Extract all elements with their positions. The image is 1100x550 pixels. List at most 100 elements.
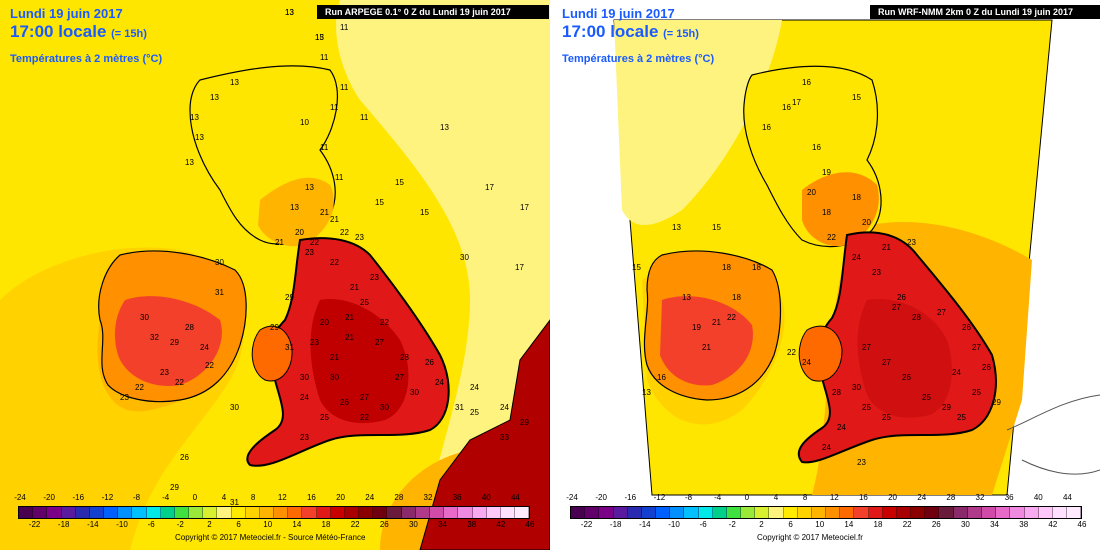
temperature-value-label: 25 (360, 298, 369, 307)
legend-top-tick-label: 40 (1033, 493, 1043, 502)
temperature-value-label: 22 (727, 313, 736, 322)
legend-top-tick-label: -12 (653, 493, 666, 502)
temperature-value-label: 13 (230, 78, 239, 87)
temperature-value-label: 15 (375, 198, 384, 207)
map-date: Lundi 19 juin 2017 (10, 6, 123, 21)
legend-bottom-tick-label: 34 (438, 520, 448, 529)
temperature-value-label: 18 (822, 208, 831, 217)
legend-bottom-tick-label: -14 (87, 520, 99, 529)
left-color-legend: -24 -20 -16 -12 -8 -4 0 4 8 12 16 20 24 28 32 36 40 44 -22… (0, 490, 548, 550)
temperature-value-label: 18 (722, 263, 731, 272)
legend-color-cell (231, 507, 246, 518)
utc-time: (= 15h) (111, 28, 147, 40)
temperature-value-label: 15 (420, 208, 429, 217)
legend-color-cell (118, 507, 133, 518)
temperature-value-label: 32 (150, 333, 159, 342)
legend-color-cell (302, 507, 317, 518)
legend-color-cell (160, 507, 175, 518)
legend-top-tick-label: -24 (14, 493, 26, 502)
legend-top-tick-label: 12 (829, 493, 839, 502)
temperature-value-label: 13 (672, 223, 681, 232)
temperature-value-label: 23 (305, 248, 314, 257)
temperature-value-label: 29 (170, 483, 179, 492)
legend-top-tick-label: 8 (802, 493, 808, 502)
temperature-value-label: 21 (330, 353, 339, 362)
legend-color-cell (458, 507, 473, 518)
legend-color-cell (89, 507, 105, 518)
legend-color-cell (104, 507, 119, 518)
copyright-text: Copyright © 2017 Meteociel.fr - Source M… (175, 533, 366, 542)
temperature-value-label: 18 (852, 193, 861, 202)
temperature-value-label: 23 (370, 273, 379, 282)
utc-time: (= 15h) (663, 28, 699, 40)
legend-bottom-tick-label: -2 (176, 520, 184, 529)
map-field-title: Températures à 2 mètres (°C) (562, 53, 715, 65)
legend-bottom-tick-label: -10 (668, 520, 680, 529)
temperature-value-label: 19 (822, 168, 831, 177)
ireland-warm-core (660, 296, 753, 386)
legend-color-cell (996, 507, 1011, 518)
temperature-value-label: 24 (435, 378, 444, 387)
right-map-panel: 15 13 15 16 17 16 19 20 18 18 20 22 24 21 23 23 27 28 26 27… (552, 0, 1100, 550)
legend-color-cell (571, 507, 586, 518)
legend-color-cell (981, 507, 997, 518)
wales-landmass (251, 325, 293, 382)
legend-top-tick-label: -8 (133, 493, 141, 502)
legend-bottom-tick-label: -2 (728, 520, 736, 529)
legend-color-cell (344, 507, 360, 518)
legend-color-cell (245, 507, 260, 518)
temperature-value-label: 11 (340, 83, 349, 92)
legend-bottom-tick-label: 22 (350, 520, 360, 529)
temperature-value-label: 21 (345, 333, 354, 342)
legend-top-tick-label: 24 (917, 493, 927, 502)
temperature-value-label: 18 (752, 263, 761, 272)
temperature-value-label: 23 (120, 393, 129, 402)
temperature-value-label: 22 (330, 258, 339, 267)
legend-color-cell (670, 507, 685, 518)
legend-top-tick-label: 8 (250, 493, 256, 502)
legend-color-cell (741, 507, 756, 518)
legend-top-tick-label: 28 (394, 493, 404, 502)
temperature-value-label: 23 (907, 238, 916, 247)
map-time: 17:00 locale (= 15h) (10, 22, 147, 42)
temperature-value-label: 29 (942, 403, 951, 412)
legend-bottom-tick-label: 10 (815, 520, 825, 529)
legend-color-cell (47, 507, 62, 518)
temperature-value-label: 25 (882, 413, 891, 422)
temperature-value-label: 13 (440, 123, 449, 132)
legend-top-tick-label: 32 (423, 493, 433, 502)
legend-color-cell (840, 507, 855, 518)
legend-color-cell (613, 507, 628, 518)
temperature-value-label: 26 (982, 363, 991, 372)
temperature-value-label: 11 (360, 113, 369, 122)
temperature-value-label: 22 (380, 318, 389, 327)
continent-outline (1006, 394, 1100, 431)
legend-color-cell (486, 507, 501, 518)
legend-color-cell (656, 507, 671, 518)
legend-color-cell (132, 507, 147, 518)
legend-color-cell (61, 507, 76, 518)
legend-color-cell (330, 507, 345, 518)
right-temperature-labels: 1513151617161920181820222421232327282627… (632, 78, 1001, 467)
legend-top-tick-label: 44 (510, 493, 520, 502)
legend-color-cell (585, 507, 600, 518)
temperature-value-label: 16 (802, 78, 811, 87)
temperature-value-label: 20 (807, 188, 816, 197)
legend-bottom-tick-label: -22 (28, 520, 41, 529)
legend-top-tick-label: 36 (1004, 493, 1014, 502)
temperature-value-label: 13 (195, 133, 204, 142)
temperature-value-label: 13 (285, 8, 294, 17)
legend-color-cell (75, 507, 90, 518)
legend-top-tick-label: 24 (365, 493, 375, 502)
legend-color-cell (811, 507, 827, 518)
temperature-value-label: 23 (872, 268, 881, 277)
temperature-value-label: 24 (952, 368, 961, 377)
england-hot-core (310, 299, 409, 424)
legend-bottom-tick-label: 46 (525, 520, 535, 529)
temperature-value-label: 22 (827, 233, 836, 242)
legend-color-cell (444, 507, 459, 518)
legend-top-tick-label: 28 (946, 493, 956, 502)
legend-color-bar (570, 506, 1082, 519)
legend-color-cell (472, 507, 487, 518)
legend-bottom-tick-label: 42 (1048, 520, 1058, 529)
